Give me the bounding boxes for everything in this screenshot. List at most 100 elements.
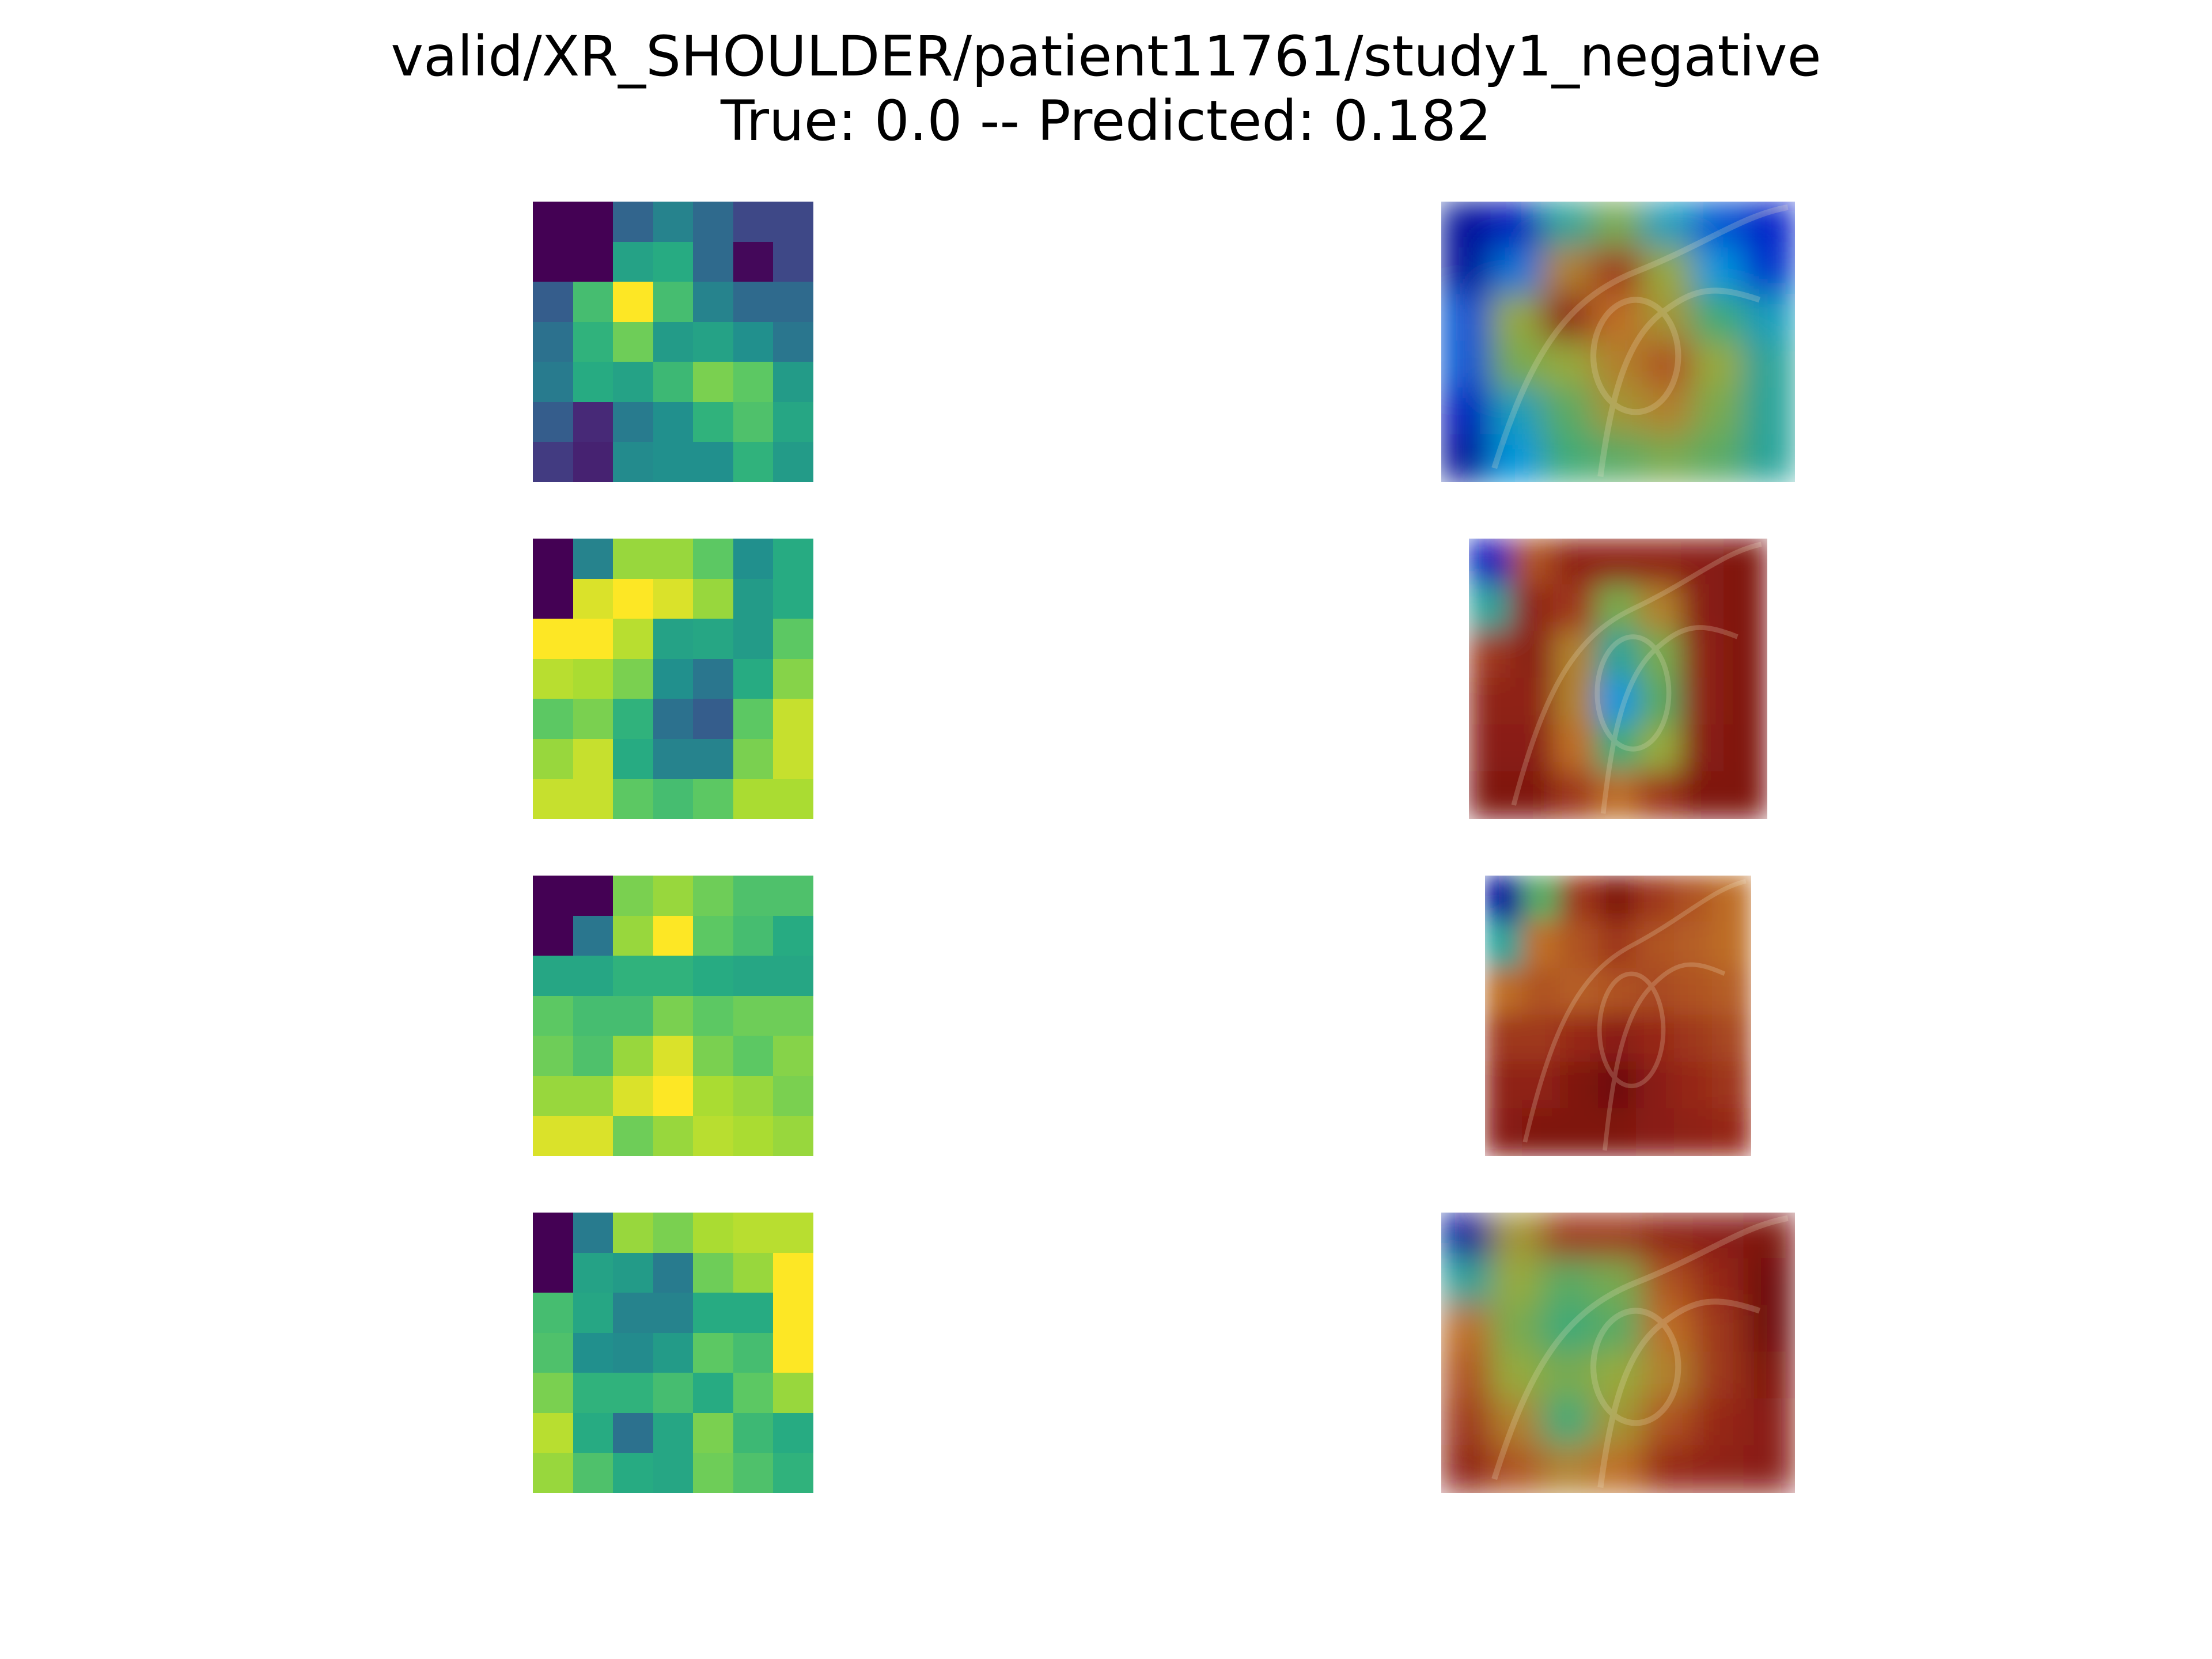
heatmap-cell [773,578,813,619]
cam-intensity-cell [1441,1351,1493,1401]
figure-title: valid/XR_SHOULDER/patient11761/study1_ne… [0,24,2212,153]
heatmap-cell [573,1412,613,1453]
heatmap-cell [533,915,573,956]
heatmap-cell [773,241,813,282]
heatmap-cell [733,619,774,659]
heatmap-cell [773,539,813,579]
cam-intensity-cell [1490,1258,1544,1308]
cam-intensity-cell [1692,1305,1746,1354]
cam-intensity-cell [1541,434,1594,482]
heatmap-cell [773,1116,813,1156]
heatmap-cell [573,402,613,442]
heatmap-cell [573,995,613,1036]
heatmap-cell [573,578,613,619]
cam-intensity-cell [1441,1213,1493,1261]
heatmap-cell [693,699,733,739]
heatmap-cell [613,876,653,916]
cam-intensity-cell [1469,771,1513,819]
heatmap-cell [733,282,774,322]
xray-cam-overlay-1 [1441,202,1795,482]
cam-intensity-cell [1441,247,1493,297]
heatmap-cell [693,362,733,402]
heatmap-cell [733,779,774,819]
cam-intensity-cell [1485,1014,1524,1064]
cam-intensity-cell [1469,677,1513,727]
heatmap-cell [613,699,653,739]
cam-intensity-cell [1541,202,1594,250]
cam-intensity-cell [1712,1108,1751,1156]
heatmap-cell [613,202,653,242]
heatmap-cell [733,699,774,739]
heatmap-cell [733,1332,774,1373]
cam-intensity-cell [1598,1014,1638,1064]
cam-intensity-cell [1441,1305,1493,1354]
heatmap-cell [613,241,653,282]
heatmap-cell [613,1293,653,1333]
heatmap-cell [533,779,573,819]
heatmap-cell [693,956,733,996]
cam-intensity-cell [1636,876,1676,924]
heatmap-cell [533,578,573,619]
heatmap-cell [733,876,774,916]
heatmap-cell [653,1213,694,1253]
activation-heatmap-4 [533,1213,813,1493]
heatmap-cell [733,402,774,442]
heatmap-cell [613,1453,653,1493]
heatmap-cell [653,442,694,482]
cam-intensity-cell [1743,1305,1795,1354]
cam-intensity-cell [1510,584,1555,634]
heatmap-cell [653,402,694,442]
heatmap-cell [693,779,733,819]
heatmap-cell [573,876,613,916]
cam-overlay-svg [1469,539,1767,819]
heatmap-cell [733,1116,774,1156]
heatmap-cell [773,1293,813,1333]
xray-bone-shapes [1522,878,1747,1151]
heatmap-cell [533,442,573,482]
heatmap-cell [653,362,694,402]
cam-intensity-cell [1598,1061,1638,1111]
cam-intensity-cell [1638,539,1683,587]
cam-intensity-cell [1541,387,1594,437]
cam-intensity-cell [1743,1351,1795,1401]
cam-intensity-cell [1596,584,1641,634]
cam-intensity-cell [1692,1445,1746,1493]
heatmap-cell [733,321,774,362]
heatmap-cell [533,402,573,442]
cam-intensity-cell [1592,434,1645,482]
heatmap-cell [693,282,733,322]
heatmap-cell [573,442,613,482]
cam-intensity-cell [1490,1398,1544,1448]
cam-intensity-cell [1642,1398,1695,1448]
cam-intensity-cell [1596,771,1641,819]
heatmap-cell [773,699,813,739]
heatmap-cell [733,1453,774,1493]
cam-intensity-cell [1743,1445,1795,1493]
heatmap-cell [693,658,733,699]
heatmap-cell [533,202,573,242]
heatmap-cell [653,699,694,739]
heatmap-cell [653,1075,694,1116]
cam-intensity-cell [1743,387,1795,437]
xray-bone-shapes [1491,204,1789,477]
heatmap-cell [653,995,694,1036]
cam-intensity-cell [1596,724,1641,774]
cam-intensity-cell [1692,387,1746,437]
heatmap-cell [613,442,653,482]
cam-intensity-cell [1598,876,1638,924]
heatmap-cell [573,738,613,779]
cam-intensity-cell [1485,876,1524,924]
cam-intensity-cell [1592,202,1645,250]
heatmap-cell [533,619,573,659]
heatmap-cell [653,202,694,242]
heatmap-cell [653,321,694,362]
heatmap-cell [533,282,573,322]
heatmap-cell [653,282,694,322]
heatmap-cell [613,1075,653,1116]
heatmap-cell [653,1332,694,1373]
cam-intensity-cell [1636,968,1676,1017]
cam-intensity-cell [1724,724,1767,774]
cam-intensity-cell [1638,724,1683,774]
heatmap-cell [693,1213,733,1253]
heatmap-cell [693,1412,733,1453]
